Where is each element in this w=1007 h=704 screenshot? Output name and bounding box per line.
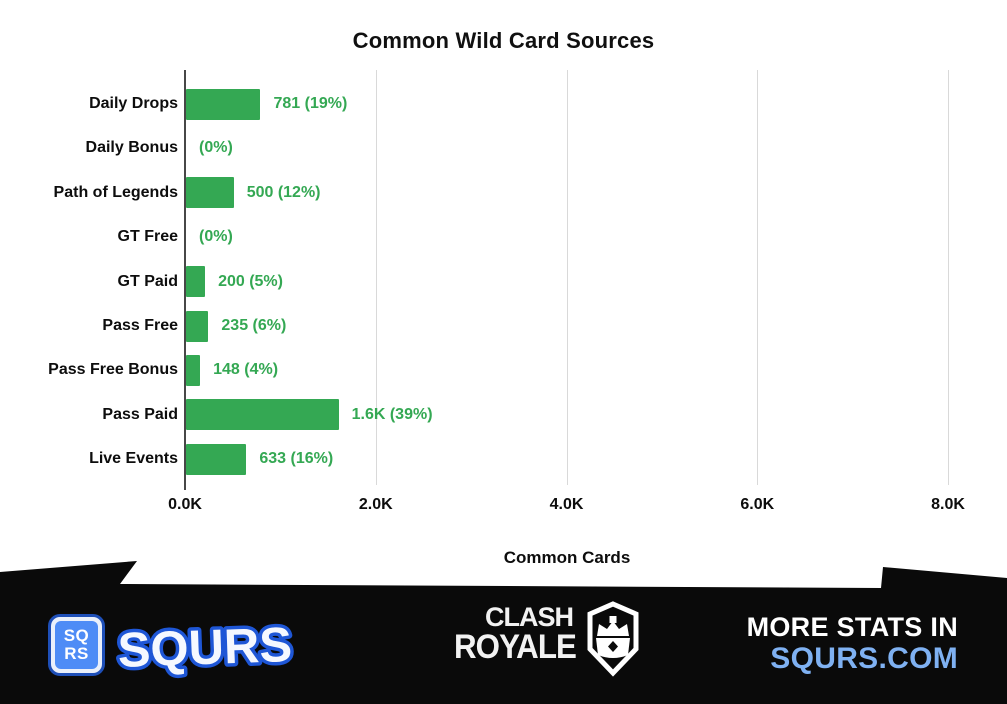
squrs-com-link[interactable]: SQURS.COM xyxy=(770,642,958,675)
bar xyxy=(186,266,206,298)
value-label: (0%) xyxy=(199,228,233,246)
category-label: GT Paid xyxy=(117,272,178,290)
gridline xyxy=(948,70,949,485)
value-label: 500 (12%) xyxy=(246,183,321,201)
x-tick-label: 8.0K xyxy=(931,496,965,513)
sqrs-logo-icon: SQ RS xyxy=(48,614,105,676)
category-label: Daily Bonus xyxy=(85,139,178,157)
x-axis-title: Common Cards xyxy=(503,548,631,567)
bar xyxy=(186,310,209,342)
more-stats-block: MORE STATS IN SQURS.COM xyxy=(747,614,958,674)
category-label: Pass Free Bonus xyxy=(48,361,178,379)
bar xyxy=(186,443,247,475)
gridline xyxy=(757,70,759,485)
value-label: 1.6K (39%) xyxy=(351,405,433,423)
category-label: Pass Free xyxy=(102,317,178,334)
chart-title: Common Wild Card Sources xyxy=(352,28,655,53)
bar xyxy=(186,354,201,386)
sqrs-icon-line1: SQ xyxy=(63,625,90,645)
x-tick-label: 0.0K xyxy=(168,496,202,513)
x-tick-label: 4.0K xyxy=(549,496,584,513)
value-label: 781 (19%) xyxy=(273,95,348,112)
clash-shield-icon xyxy=(587,601,639,677)
more-stats-text: MORE STATS IN xyxy=(746,612,958,642)
banner-background xyxy=(0,561,1007,704)
x-tick-label: 6.0K xyxy=(740,496,775,513)
category-label: Daily Drops xyxy=(89,95,178,112)
sqrs-wordmark-text: SQURS xyxy=(117,618,293,678)
clash-royale-logo: CLASH ROYALE xyxy=(454,601,639,677)
bar xyxy=(186,177,234,209)
clash-logo-line1: CLASH xyxy=(485,602,573,632)
bar xyxy=(186,399,339,431)
x-tick-label: 2.0K xyxy=(358,496,393,513)
category-label: Pass Paid xyxy=(102,405,178,423)
clash-logo-line2: ROYALE xyxy=(454,628,576,666)
sqrs-icon-line2: RS xyxy=(64,644,89,663)
value-label: 148 (4%) xyxy=(213,361,279,379)
value-label: 633 (16%) xyxy=(259,450,334,468)
value-label: 235 (6%) xyxy=(221,317,287,334)
category-label: Path of Legends xyxy=(53,183,178,201)
category-label: GT Free xyxy=(117,228,178,246)
category-label: Live Events xyxy=(89,450,178,468)
value-label: (0%) xyxy=(199,139,233,157)
value-label: 200 (5%) xyxy=(218,272,283,290)
gridline xyxy=(566,70,568,485)
sqrs-wordmark: SQURS xyxy=(113,614,296,681)
y-axis-line xyxy=(184,70,186,490)
sqrs-icon-letters: SQ RS xyxy=(55,621,98,669)
banner: SQ RS SQURS CLASH ROYALE MORE STATS IN S… xyxy=(0,554,1007,704)
gridline xyxy=(375,70,377,485)
bar xyxy=(186,88,261,120)
